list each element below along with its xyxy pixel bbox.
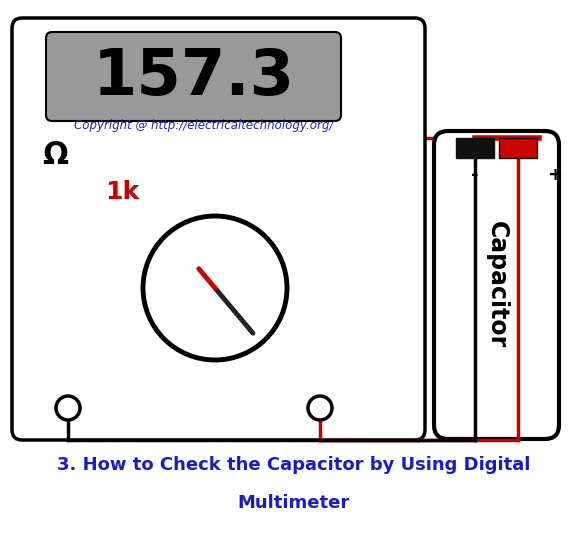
Text: 1k: 1k xyxy=(105,180,139,204)
Text: 157.3: 157.3 xyxy=(92,45,295,107)
Text: -: - xyxy=(471,166,479,184)
Text: 3. How to Check the Capacitor by Using Digital: 3. How to Check the Capacitor by Using D… xyxy=(57,456,530,474)
Text: Copyright @ http://electricaltechnology.org/: Copyright @ http://electricaltechnology.… xyxy=(74,118,333,132)
Text: Capacitor: Capacitor xyxy=(484,221,508,349)
FancyBboxPatch shape xyxy=(12,18,425,440)
Text: +: + xyxy=(547,166,562,184)
Text: Ω: Ω xyxy=(42,140,68,169)
Circle shape xyxy=(308,396,332,420)
Bar xyxy=(456,138,494,158)
Circle shape xyxy=(143,216,287,360)
FancyBboxPatch shape xyxy=(434,131,559,439)
Circle shape xyxy=(56,396,80,420)
Text: Multimeter: Multimeter xyxy=(237,494,350,512)
FancyBboxPatch shape xyxy=(46,32,341,121)
Bar xyxy=(499,138,537,158)
